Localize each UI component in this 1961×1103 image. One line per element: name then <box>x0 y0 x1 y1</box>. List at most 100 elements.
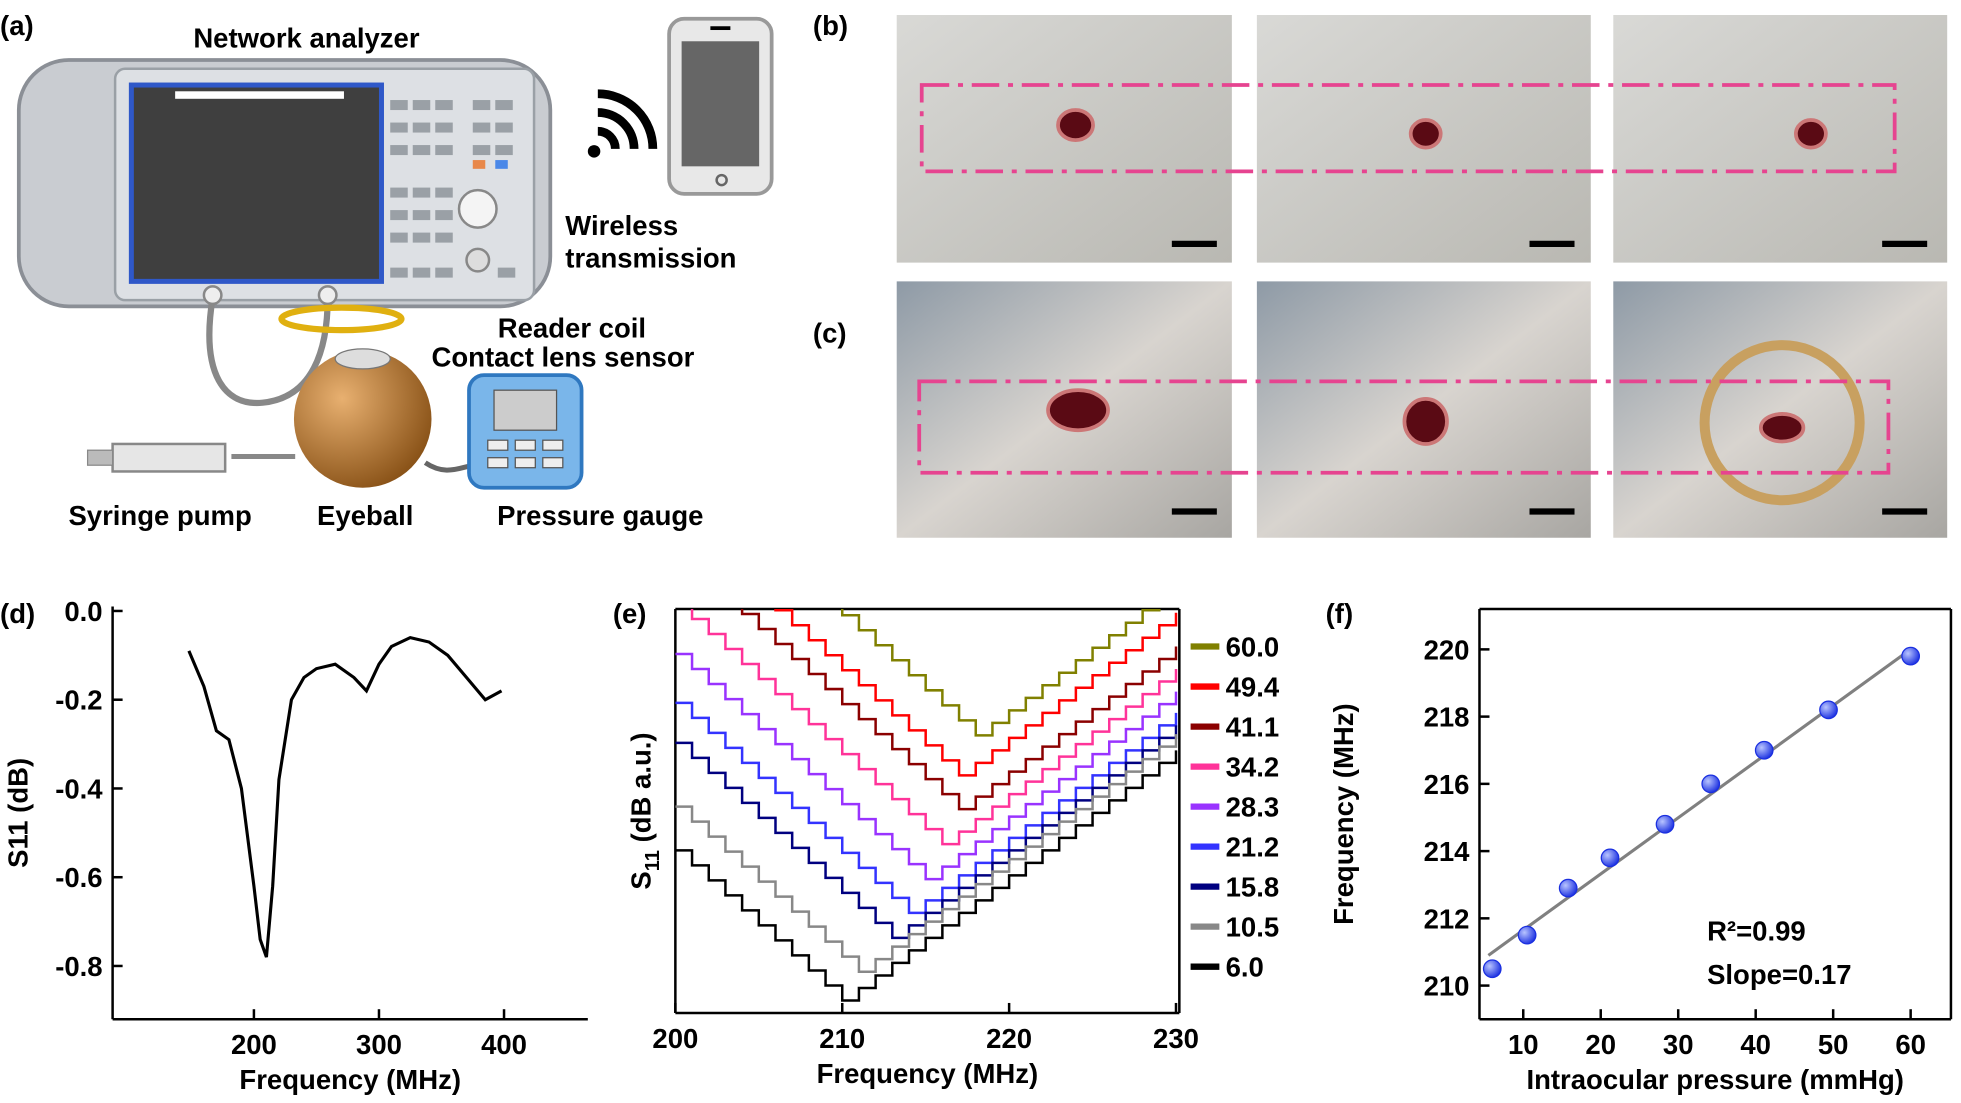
photo <box>1613 15 1948 263</box>
label: Wireless <box>565 210 678 241</box>
legend-label: 15.8 <box>1226 872 1280 903</box>
x-tick-label: 50 <box>1818 1029 1849 1060</box>
y-tick-label: -0.4 <box>55 773 103 804</box>
x-axis-label: Intraocular pressure (mmHg) <box>1526 1064 1903 1095</box>
data-point <box>1600 848 1620 868</box>
cable <box>206 297 331 407</box>
data-line <box>675 725 1178 940</box>
data-line <box>840 609 1161 737</box>
lens <box>334 348 391 370</box>
data-point <box>1655 814 1675 834</box>
y-tick-label: 212 <box>1424 903 1470 934</box>
x-tick-label: 200 <box>231 1029 277 1060</box>
data-point <box>1701 774 1721 794</box>
label: transmission <box>565 243 736 274</box>
data-line <box>774 609 1178 777</box>
x-tick-label: 20 <box>1585 1029 1616 1060</box>
legend-label: 60.0 <box>1226 632 1280 663</box>
photo <box>1613 281 1948 538</box>
y-axis-label: S11 (dB) <box>3 758 34 868</box>
scale-bars <box>1171 240 1928 515</box>
syringe-plunger <box>86 449 114 466</box>
y-label-subscript: 11 <box>642 850 664 871</box>
legend-label: 21.2 <box>1226 832 1280 863</box>
y-axis-label: Frequency (MHz) <box>1328 703 1359 925</box>
y-tick-label: 216 <box>1424 769 1470 800</box>
data-line <box>675 701 1178 915</box>
wifi-dot <box>587 145 601 158</box>
x-tick-label: 200 <box>652 1023 698 1054</box>
legend-label: 49.4 <box>1226 672 1280 703</box>
panel-label: (d) <box>0 598 35 629</box>
screen-bar <box>175 91 344 99</box>
annotation: Slope=0.17 <box>1707 959 1851 990</box>
data-point <box>1819 700 1838 720</box>
eyeball <box>293 350 432 488</box>
phone-screen <box>681 41 760 167</box>
gauge-buttons <box>487 439 564 469</box>
photos: (b) (c) <box>813 10 1948 538</box>
data-point <box>1517 925 1537 945</box>
data-point <box>1558 878 1578 898</box>
x-axis-label: Frequency (MHz) <box>817 1058 1039 1089</box>
y-tick-label: 0.0 <box>64 596 102 627</box>
label: Network analyzer <box>193 23 420 54</box>
charts: (d) 200 300 400 0.0 -0.2 -0.4 -0.6 -0.8 Frequency… <box>0 596 1953 1095</box>
data-line <box>675 734 1178 973</box>
panel-label: (b) <box>813 10 848 41</box>
analyzer-screen <box>128 82 384 284</box>
label: Reader coil <box>498 313 646 344</box>
x-tick-label: 30 <box>1663 1029 1694 1060</box>
y-tick-label: -0.6 <box>55 862 102 893</box>
port <box>317 285 338 306</box>
y-tick-label: 218 <box>1424 702 1470 733</box>
tube <box>423 460 474 473</box>
label: Pressure gauge <box>497 500 703 531</box>
data-line <box>675 750 1178 1002</box>
region-box <box>917 83 1897 475</box>
button <box>495 160 508 169</box>
coil-photo <box>1699 340 1865 506</box>
legend-label: 41.1 <box>1226 712 1280 743</box>
phone-speaker <box>710 26 731 31</box>
data-line <box>187 635 503 958</box>
y-tick-label: 214 <box>1424 836 1471 867</box>
label: Eyeball <box>317 500 413 531</box>
eyes <box>1046 108 1828 446</box>
analyzer-buttons <box>390 100 516 278</box>
y-tick-label: -0.8 <box>55 951 102 982</box>
knob <box>465 247 491 273</box>
label: Contact lens sensor <box>432 341 695 372</box>
legend-label: 6.0 <box>1226 952 1264 983</box>
y-label-unit: (dB a.u.) <box>625 732 656 850</box>
panel-label: (a) <box>0 10 34 41</box>
reader-coil <box>278 304 405 334</box>
annotation: R²=0.99 <box>1707 915 1806 946</box>
panel-label: (f) <box>1326 598 1353 629</box>
x-tick-label: 300 <box>356 1029 402 1060</box>
knob <box>457 188 498 229</box>
port <box>202 285 223 306</box>
panel-label: (e) <box>613 598 647 629</box>
y-tick-label: 210 <box>1424 971 1470 1002</box>
data-point <box>1901 646 1921 666</box>
data-line <box>675 652 1178 881</box>
fit-line <box>1487 648 1912 957</box>
x-tick-label: 210 <box>819 1023 865 1054</box>
legend-label: 10.5 <box>1226 912 1280 943</box>
y-label-symbol: S <box>625 871 656 889</box>
data-line <box>740 609 1178 811</box>
gauge-screen <box>493 389 558 431</box>
y-tick-label: -0.2 <box>55 685 102 716</box>
y-axis-label: S11 (dB a.u.) <box>625 732 664 889</box>
diagram: (a) Network analyzer Reader coil Contact… <box>0 10 774 531</box>
data-line <box>690 609 1178 846</box>
panel-label: (c) <box>813 318 847 349</box>
button <box>472 160 486 169</box>
x-tick-label: 230 <box>1153 1023 1199 1054</box>
x-tick-label: 10 <box>1508 1029 1539 1060</box>
wifi-icon <box>597 89 658 150</box>
y-tick-label: 220 <box>1424 634 1470 665</box>
